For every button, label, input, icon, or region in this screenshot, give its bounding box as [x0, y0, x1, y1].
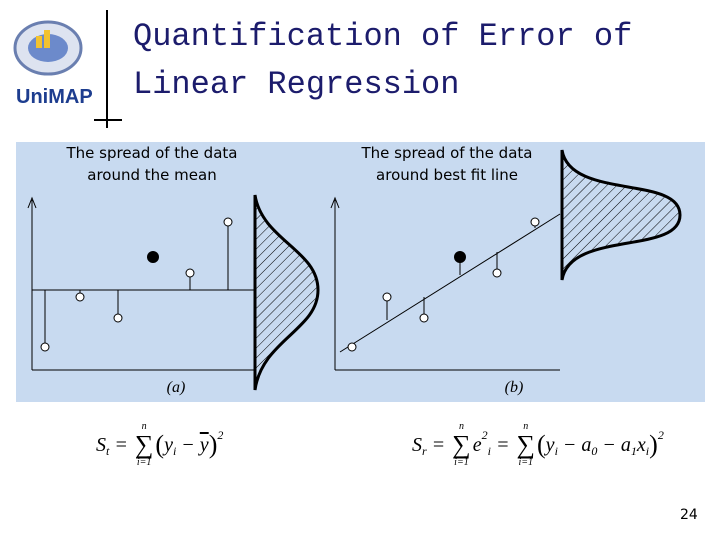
page-number: 24 [680, 507, 698, 523]
distribution [253, 194, 320, 391]
formula-token: ) [649, 430, 658, 459]
point [382, 292, 392, 302]
formula-token: − [176, 433, 200, 456]
formula-token: y [199, 433, 209, 456]
sum-upper: n [523, 421, 529, 432]
formula-token: − a [557, 433, 592, 456]
formula-token: 0 [591, 443, 598, 458]
formula-token: S [96, 433, 106, 456]
formula-token: = [490, 433, 515, 456]
formula-token: e [472, 433, 482, 456]
distribution [560, 149, 682, 281]
sigma: ∑ [452, 430, 471, 459]
formula-token: 2 [481, 427, 488, 442]
logo-text: UniMAP [16, 86, 93, 108]
logo: UniMAP [13, 10, 122, 128]
sum-lower: i=1 [518, 457, 533, 468]
summation: n ∑ i=1 [516, 422, 535, 468]
formula-token: ( [537, 430, 546, 459]
arrow [27, 196, 37, 209]
formula-token: = [426, 433, 451, 456]
formula-token: i [487, 443, 491, 458]
caption-line: The spread of the data [66, 144, 238, 162]
formula-token: y [164, 433, 173, 456]
arrow [330, 196, 340, 209]
formula-token: ( [155, 430, 165, 459]
caption-line: around best fit line [376, 166, 518, 184]
point [185, 268, 195, 278]
formula-token: ) [208, 430, 218, 459]
point [223, 217, 233, 227]
point [40, 342, 50, 352]
sigma: ∑ [134, 430, 154, 459]
sum-upper: n [458, 421, 464, 432]
summation: n ∑ i=1 [452, 422, 471, 468]
formula-token: − a [597, 433, 631, 456]
logo-bar [36, 36, 42, 48]
formula-token: x [636, 433, 646, 456]
formula-token: i [554, 443, 558, 458]
sum-lower: i=1 [136, 457, 152, 468]
logo-bar [44, 30, 50, 48]
formula-token: i [645, 443, 650, 458]
sigma: ∑ [516, 430, 535, 459]
mean-point [147, 251, 159, 263]
title-line: Quantification of Error of [133, 18, 633, 55]
panel-label: (b) [505, 379, 524, 396]
summation: n ∑ i=1 [135, 422, 154, 468]
formula-token: 1 [630, 443, 637, 458]
panel-label: (a) [167, 379, 186, 396]
formula-token: y [545, 433, 555, 456]
point [347, 342, 357, 352]
point [492, 268, 502, 278]
fit-line [339, 213, 561, 353]
point [419, 313, 429, 323]
title-line: Linear Regression [133, 66, 460, 103]
caption-line: around the mean [87, 166, 217, 184]
formula-token: 2 [217, 427, 224, 442]
formula-token: i [172, 443, 177, 458]
formula-token: t [106, 443, 110, 458]
sum-lower: i=1 [454, 457, 469, 468]
point [113, 313, 123, 323]
formula-token: = [109, 433, 133, 456]
point [75, 292, 85, 302]
formula-token: 2 [657, 427, 664, 442]
formula-token: r [422, 443, 427, 458]
sum-upper: n [141, 421, 147, 432]
caption-line: The spread of the data [361, 144, 533, 162]
formula-token: S [412, 433, 422, 456]
point [530, 217, 540, 227]
mean-point [454, 251, 466, 263]
